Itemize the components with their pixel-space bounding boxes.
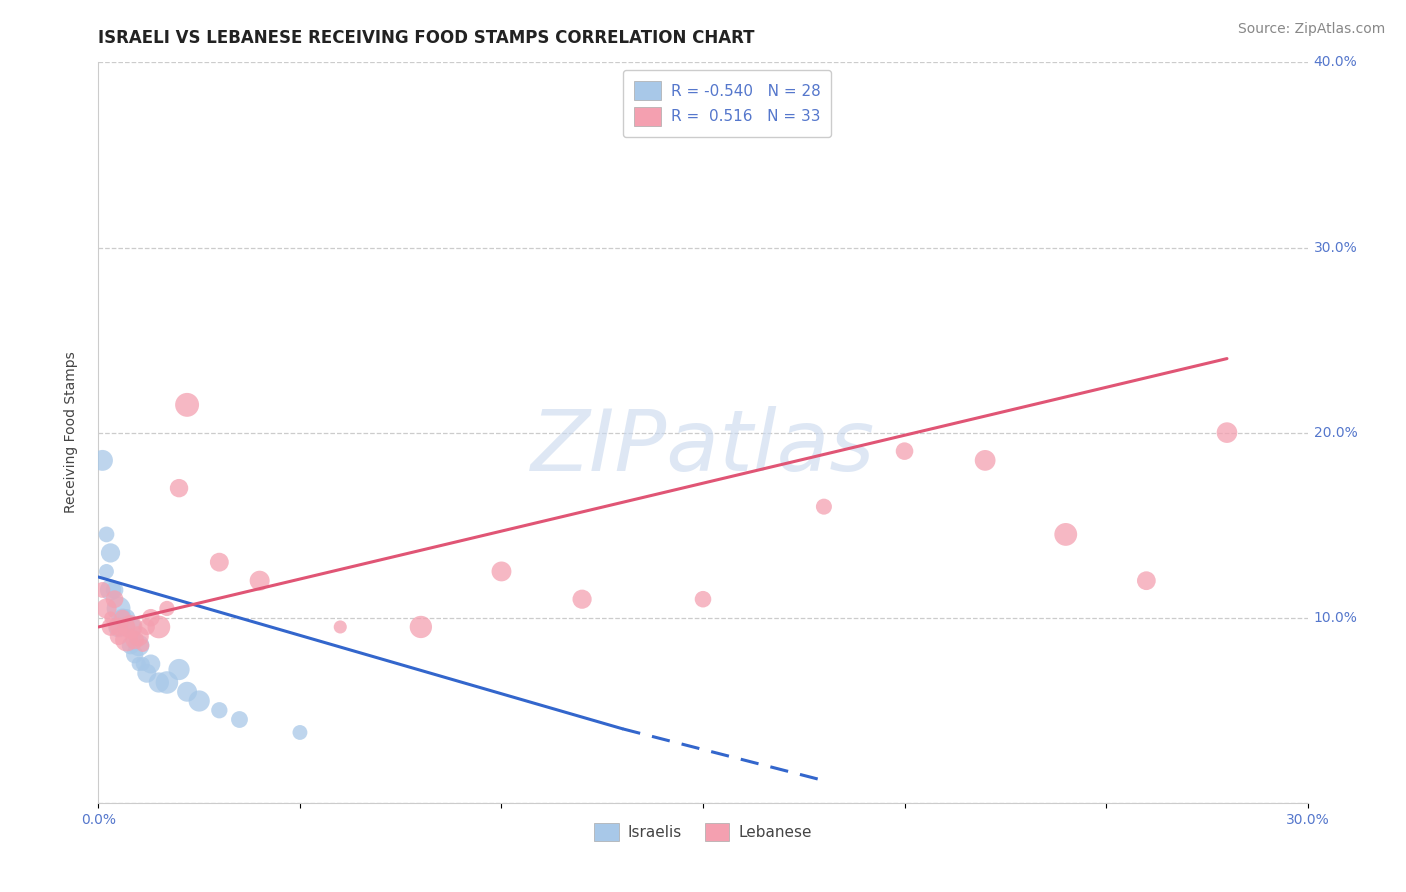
Point (156, 601, 179, 615)
Point (107, 620, 129, 634)
Point (96, 527, 118, 541)
Point (1135, 574, 1157, 588)
Point (115, 620, 138, 634)
Point (96, 565, 118, 579)
Point (91, 453, 114, 467)
Point (107, 601, 129, 615)
Point (167, 663, 190, 677)
Text: ZIPatlas: ZIPatlas (531, 406, 875, 489)
Point (176, 398, 198, 412)
Point (128, 639, 150, 653)
Point (208, 555, 231, 569)
Point (115, 632, 138, 647)
Point (91, 582, 114, 597)
Point (249, 574, 271, 588)
Point (132, 657, 155, 671)
Point (132, 639, 155, 653)
Text: 40.0%: 40.0% (1313, 55, 1357, 70)
Point (1054, 527, 1077, 541)
Point (103, 592, 125, 607)
Y-axis label: Receiving Food Stamps: Receiving Food Stamps (63, 351, 77, 514)
Point (139, 657, 162, 671)
Point (228, 713, 250, 727)
Point (139, 610, 162, 624)
Point (124, 648, 146, 662)
Point (100, 610, 122, 624)
Point (148, 675, 170, 690)
Point (208, 703, 231, 717)
Point (329, 620, 352, 634)
Text: Source: ZipAtlas.com: Source: ZipAtlas.com (1237, 22, 1385, 37)
Point (128, 657, 150, 671)
Point (120, 639, 142, 653)
Point (115, 620, 138, 634)
Point (188, 694, 211, 708)
Point (124, 629, 146, 643)
Point (100, 582, 122, 597)
Point (115, 610, 138, 624)
Text: 10.0%: 10.0% (1313, 611, 1358, 624)
Text: ISRAELI VS LEBANESE RECEIVING FOOD STAMPS CORRELATION CHART: ISRAELI VS LEBANESE RECEIVING FOOD STAMP… (98, 29, 755, 47)
Point (124, 632, 146, 647)
Point (288, 725, 311, 739)
Point (100, 620, 122, 634)
Point (135, 620, 157, 634)
Point (148, 620, 170, 634)
Point (491, 565, 513, 579)
Point (692, 592, 714, 607)
Point (167, 481, 190, 495)
Point (135, 666, 157, 681)
Text: 30.0%: 30.0% (1313, 241, 1357, 254)
Point (120, 620, 142, 634)
Point (974, 453, 997, 467)
Legend: Israelis, Lebanese: Israelis, Lebanese (588, 817, 818, 847)
Point (893, 444, 915, 458)
Text: 20.0%: 20.0% (1313, 425, 1357, 440)
Point (176, 685, 198, 699)
Point (96, 601, 118, 615)
Point (100, 546, 122, 560)
Point (1216, 425, 1239, 440)
Point (156, 675, 179, 690)
Point (128, 629, 150, 643)
Point (111, 610, 134, 624)
Point (111, 610, 134, 624)
Point (813, 500, 835, 514)
Point (409, 620, 432, 634)
Point (120, 620, 142, 634)
Point (107, 629, 129, 643)
Point (107, 620, 129, 634)
Point (571, 592, 593, 607)
Point (103, 582, 125, 597)
